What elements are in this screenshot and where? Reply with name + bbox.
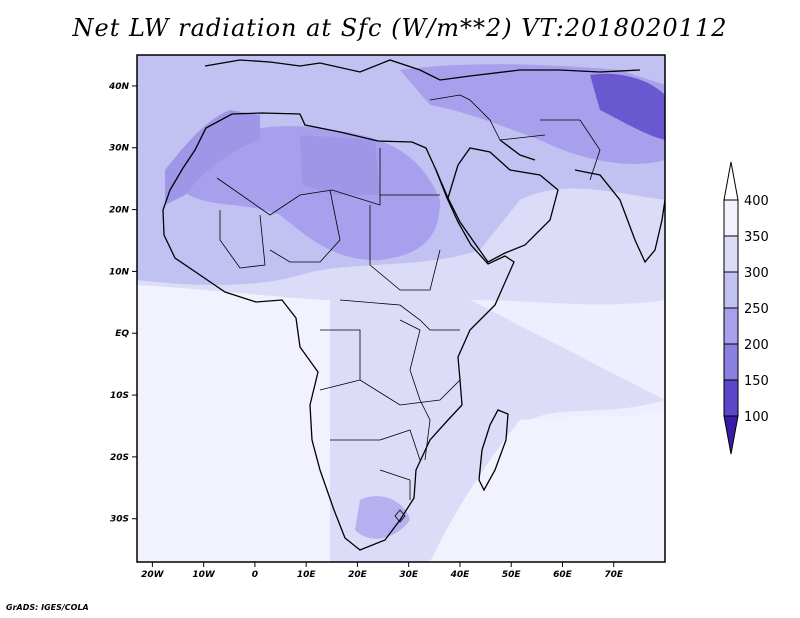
lon-tick-label: 0: [252, 570, 258, 580]
lat-tick-label: 20N: [109, 206, 130, 216]
map-frame: [136, 54, 666, 563]
lon-tick-label: 50E: [502, 570, 522, 580]
colorbar-label: 150: [744, 374, 769, 389]
lat-tick-label: 40N: [108, 82, 130, 92]
red-sea: [435, 169, 449, 199]
ocean-light-west: [137, 285, 330, 562]
colorbar-segment: [723, 271, 739, 309]
madagascar: [478, 409, 509, 492]
morocco-dark: [165, 110, 260, 205]
south-africa-mid: [355, 496, 410, 539]
colorbar-segment: [723, 199, 739, 237]
lat-tick-label: 10N: [109, 267, 130, 277]
lon-tick-label: 20W: [141, 570, 165, 580]
colorbar: 400 350 300 250 200 150 100: [723, 161, 769, 455]
lat-tick-label: 10S: [110, 391, 129, 401]
footer-credit: GrADS: IGES/COLA: [6, 603, 89, 612]
lat-tick-label: 30S: [110, 515, 129, 525]
lat-tick-label: 30N: [109, 144, 130, 154]
colorbar-segment: [723, 379, 739, 417]
lon-tick-label: 20E: [348, 570, 368, 580]
lat-tick-label: 20S: [110, 453, 129, 463]
libya-dark: [300, 135, 380, 195]
lon-tick-label: 70E: [604, 570, 624, 580]
lon-tick-label: 30E: [399, 570, 419, 580]
colorbar-label: 350: [744, 230, 769, 245]
radiation-field: [137, 55, 665, 562]
lon-tick-label: 10W: [192, 570, 216, 580]
coastlines: [162, 59, 665, 551]
lon-tick-label: 10E: [297, 570, 317, 580]
colorbar-label: 400: [744, 194, 769, 209]
lon-tick-label: 40E: [450, 570, 471, 580]
colorbar-segment: [723, 235, 739, 273]
map-title: Net LW radiation at Sfc (W/m**2) VT:2018…: [72, 14, 728, 42]
himalaya-darkest: [590, 73, 665, 140]
arabia-coast: [447, 147, 559, 263]
india-coast: [574, 169, 665, 264]
colorbar-bottom-arrow: [723, 415, 739, 455]
colorbar-label: 250: [744, 302, 769, 317]
borders: [216, 94, 601, 523]
colorbar-segment: [723, 343, 739, 381]
colorbar-segment: [723, 307, 739, 345]
colorbar-label: 300: [744, 266, 769, 281]
lon-tick-label: 60E: [553, 570, 573, 580]
latitude-axis: 40N 30N 20N 10N EQ 10S 20S 30S: [108, 82, 137, 525]
colorbar-label: 200: [744, 338, 769, 353]
ocean-light-southeast: [430, 410, 665, 562]
lat-tick-label: EQ: [115, 329, 129, 339]
colorbar-top-arrow: [723, 161, 739, 201]
colorbar-label: 100: [744, 410, 769, 425]
persian-gulf: [499, 139, 536, 161]
europe-coast: [204, 59, 641, 81]
longitude-axis: 20W 10W 0 10E 20E 30E 40E 50E 60E 70E: [141, 562, 624, 580]
africa-coast: [162, 112, 515, 551]
